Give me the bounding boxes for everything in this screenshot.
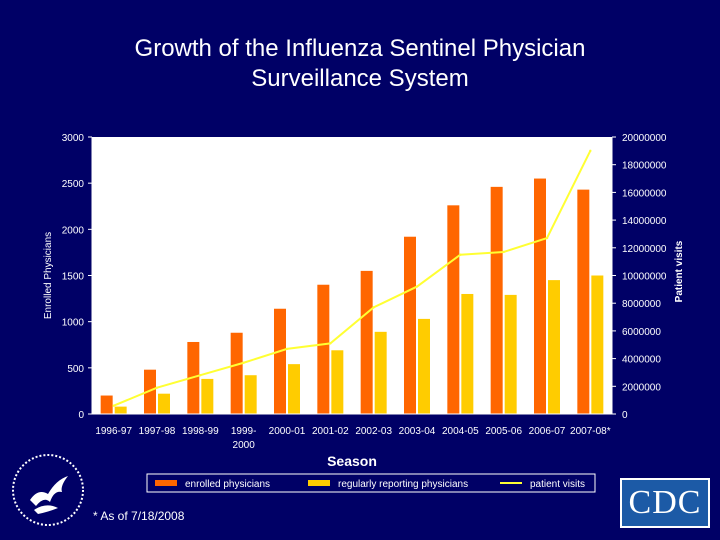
y2-tick-label: 12000000 xyxy=(622,244,667,255)
bar-enrolled-0 xyxy=(100,395,113,414)
bar-reporting-6 xyxy=(374,331,387,414)
plot-area xyxy=(92,137,612,414)
title-line-1: Growth of the Influenza Sentinel Physici… xyxy=(134,35,586,62)
y-tick-label: 500 xyxy=(67,364,84,375)
x-tick-label: 2003-04 xyxy=(399,426,436,437)
legend-swatch-1 xyxy=(308,480,330,486)
x-tick-label: 2000 xyxy=(233,440,256,451)
bar-enrolled-8 xyxy=(447,205,460,414)
bar-reporting-9 xyxy=(504,294,517,414)
bar-enrolled-3 xyxy=(230,332,243,414)
bar-enrolled-11 xyxy=(577,189,590,414)
y2-tick-label: 2000000 xyxy=(622,382,661,393)
y2-tick-label: 4000000 xyxy=(622,355,661,366)
point-patient-visits-11 xyxy=(589,149,592,153)
legend-box xyxy=(146,473,596,493)
x-axis-title: Season xyxy=(327,453,377,469)
y2-tick-label: 0 xyxy=(622,410,628,421)
bar-reporting-1 xyxy=(158,393,170,414)
y-tick-label: 1500 xyxy=(62,272,85,283)
bar-enrolled-1 xyxy=(144,369,156,414)
bar-enrolled-4 xyxy=(274,308,286,414)
point-patient-visits-6 xyxy=(372,306,375,309)
y2-tick-label: 14000000 xyxy=(622,216,667,227)
bar-enrolled-9 xyxy=(490,186,503,414)
legend-label-2: patient visits xyxy=(530,479,585,490)
bar-reporting-10 xyxy=(548,280,560,414)
bar-reporting-0 xyxy=(114,406,127,414)
bar-reporting-11 xyxy=(591,275,604,414)
x-tick-label: 2002-03 xyxy=(355,426,392,437)
x-tick-label: 2000-01 xyxy=(269,426,306,437)
y-tick-label: 3000 xyxy=(62,133,85,144)
y2-tick-label: 6000000 xyxy=(622,327,661,338)
line-patient-visits xyxy=(113,150,592,407)
y-tick-label: 0 xyxy=(78,410,84,421)
point-patient-visits-5 xyxy=(329,342,332,345)
bar-reporting-4 xyxy=(288,364,300,414)
point-patient-visits-8 xyxy=(459,253,462,256)
bar-reporting-7 xyxy=(418,318,430,414)
x-tick-label: 2006-07 xyxy=(529,426,566,437)
x-tick-label: 2005-06 xyxy=(485,426,522,437)
x-tick-label: 1998-99 xyxy=(182,426,219,437)
cdc-logo: CDC xyxy=(620,478,710,528)
legend-label-0: enrolled physicians xyxy=(185,479,270,490)
bar-reporting-3 xyxy=(244,375,257,414)
x-tick-label: 1996-97 xyxy=(95,426,132,437)
x-tick-label: 2001-02 xyxy=(312,426,349,437)
y-tick-label: 1000 xyxy=(62,318,85,329)
point-patient-visits-9 xyxy=(502,250,505,254)
y2-tick-label: 20000000 xyxy=(622,133,667,144)
point-patient-visits-10 xyxy=(545,236,549,240)
legend-label-1: regularly reporting physicians xyxy=(338,479,468,490)
bar-enrolled-5 xyxy=(317,284,330,414)
point-patient-visits-3 xyxy=(242,361,245,364)
footnote: * As of 7/18/2008 xyxy=(93,509,185,523)
point-patient-visits-4 xyxy=(285,347,289,351)
y-tick-label: 2500 xyxy=(62,179,85,190)
y2-tick-label: 10000000 xyxy=(622,272,667,283)
point-patient-visits-0 xyxy=(112,404,115,407)
y-axis-title: Enrolled Physicians xyxy=(43,232,54,319)
x-tick-label: 2004-05 xyxy=(442,426,479,437)
title-line-2: Surveillance System xyxy=(251,65,469,92)
point-patient-visits-1 xyxy=(155,386,159,389)
y2-tick-label: 18000000 xyxy=(622,161,667,172)
bar-enrolled-7 xyxy=(404,236,416,414)
y2-tick-label: 16000000 xyxy=(622,188,667,199)
point-patient-visits-2 xyxy=(199,374,202,377)
bar-enrolled-6 xyxy=(360,270,373,414)
y2-axis-title: Patient visits xyxy=(674,240,685,302)
y-tick-label: 2000 xyxy=(62,225,85,236)
legend-swatch-0 xyxy=(155,480,177,486)
chart: 0 500 1000 1500 2000 2500 3000 0 2000000 4000000 6… xyxy=(43,133,685,493)
page-title: Growth of the Influenza Sentinel Physici… xyxy=(0,34,720,94)
x-tick-label: 1999- xyxy=(231,426,257,437)
bar-reporting-5 xyxy=(331,350,344,414)
x-tick-label: 2007-08* xyxy=(570,426,611,437)
bar-reporting-8 xyxy=(461,293,474,414)
y2-tick-label: 8000000 xyxy=(622,299,661,310)
bar-reporting-2 xyxy=(201,378,214,414)
hhs-seal-icon xyxy=(12,454,84,526)
bar-enrolled-10 xyxy=(534,178,546,414)
point-patient-visits-7 xyxy=(415,285,419,288)
x-tick-label: 1997-98 xyxy=(139,426,176,437)
